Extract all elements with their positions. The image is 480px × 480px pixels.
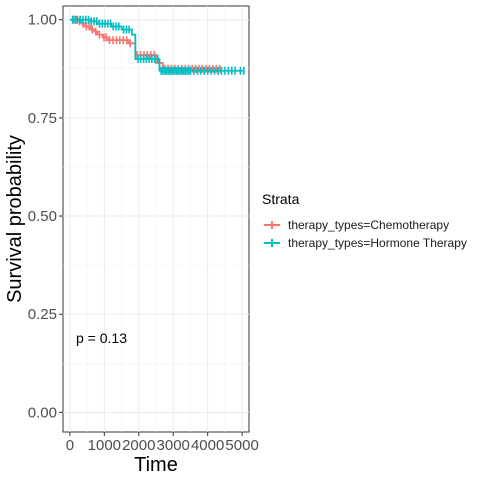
p-value-annotation: p = 0.13 — [76, 330, 127, 346]
x-tick-label: 1000 — [88, 437, 121, 454]
y-tick-label: 1.00 — [28, 12, 57, 29]
legend-label-hormone-therapy: therapy_types=Hormone Therapy — [288, 236, 467, 250]
legend: Strata therapy_types=Chemotherapy therap… — [262, 191, 476, 252]
legend-key-hormone-therapy — [262, 234, 282, 252]
legend-label-chemotherapy: therapy_types=Chemotherapy — [288, 218, 450, 232]
x-axis-title: Time — [134, 454, 178, 476]
x-tick-label: 0 — [66, 437, 74, 454]
x-tick-label: 4000 — [191, 437, 224, 454]
y-tick-label: 0.75 — [28, 110, 57, 127]
legend-key-chemotherapy — [262, 216, 282, 234]
axes: 0.00 0.25 0.50 0.75 1.00 0 1000 2000 3000 4000 500… — [28, 12, 259, 454]
legend-item-hormone-therapy: therapy_types=Hormone Therapy — [262, 234, 476, 252]
legend-item-chemotherapy: therapy_types=Chemotherapy — [262, 216, 476, 234]
y-tick-label: 0.00 — [28, 404, 57, 421]
series-group — [69, 15, 245, 75]
y-axis-title: Survival probability — [4, 135, 26, 303]
y-tick-label: 0.25 — [28, 306, 57, 323]
y-tick-label: 0.50 — [28, 208, 57, 225]
x-tick-label: 5000 — [225, 437, 258, 454]
x-tick-label: 3000 — [157, 437, 190, 454]
x-tick-label: 2000 — [122, 437, 155, 454]
legend-title: Strata — [262, 191, 300, 207]
